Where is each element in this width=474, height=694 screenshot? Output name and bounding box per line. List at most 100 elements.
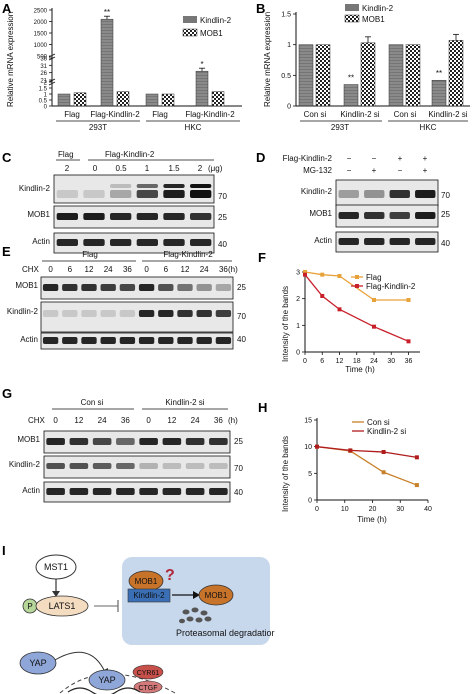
- blot-band: [209, 488, 228, 495]
- chart-a-ylabel: Relative mRNA expression: [6, 12, 15, 107]
- blot-g-marker-40: 40: [234, 488, 243, 497]
- blot-band: [136, 190, 158, 198]
- blot-band: [196, 310, 212, 317]
- chart-f-ytick: 1: [296, 323, 300, 330]
- blot-c-marker-40: 40: [218, 240, 227, 249]
- blot-band: [62, 310, 78, 317]
- blot-band: [389, 238, 410, 245]
- blot-d-marker-25: 25: [441, 210, 450, 219]
- blot-c: Flag Flag-Kindlin-2 2 0 0.5 1 1.5 2 (μg)…: [19, 150, 227, 254]
- blot-c-row-actin: Actin: [32, 237, 50, 246]
- mob1-right-label: MOB1: [205, 591, 228, 600]
- chart-h-ytick: 0: [308, 498, 312, 505]
- chart-f-point: [372, 324, 376, 329]
- blot-band: [56, 213, 78, 220]
- legend-b-kindlin2-swatch: [345, 4, 359, 11]
- blot-band: [116, 438, 135, 445]
- chart-a-group-3: Flag: [152, 110, 168, 119]
- blot-e-time: 36: [123, 265, 132, 274]
- chart-h-ytick: 5: [308, 471, 312, 478]
- blot-band: [139, 463, 158, 469]
- chart-f-ytick: 0: [296, 350, 300, 357]
- mob1-left-label: MOB1: [135, 577, 158, 586]
- panel-label-a: A: [2, 1, 12, 16]
- blot-band: [196, 337, 212, 344]
- blot-e-group-flag: Flag: [82, 250, 98, 259]
- blot-band: [81, 310, 97, 317]
- panel-label-h: H: [258, 400, 267, 415]
- blot-g-time: 24: [98, 416, 107, 425]
- blot-d: Flag-Kindlin-2 MG-132 − − + + − + − + Kindlin-2…: [283, 154, 450, 253]
- chart-h-point: [381, 470, 386, 475]
- chart-a-bar: [73, 92, 87, 107]
- blot-c-unit: (μg): [208, 164, 223, 173]
- blot-band: [136, 213, 158, 220]
- legend-b-kindlin2: Kindlin-2: [362, 4, 394, 13]
- blot-band: [215, 310, 232, 317]
- blot-band: [158, 284, 174, 291]
- chart-h-xtick: 10: [341, 506, 349, 513]
- blot-c-dose-4: 1: [145, 164, 150, 173]
- chart-f-point: [337, 274, 342, 278]
- blot-d-membrane-2: [335, 204, 439, 228]
- chart-f-point: [406, 298, 411, 302]
- chart-a-bar: [57, 93, 71, 107]
- legend-b-mob1-swatch: [344, 14, 360, 23]
- blot-band: [209, 463, 228, 469]
- mob1-right-node: [198, 584, 234, 606]
- panel-label-b: B: [256, 1, 265, 16]
- yap-bottom-node: [88, 669, 126, 691]
- blot-e-marker-40: 40: [237, 335, 246, 344]
- panel-label-c: C: [2, 150, 12, 165]
- chart-a-bar: [161, 93, 175, 107]
- blot-c-dose-2: 0: [93, 164, 98, 173]
- blot-band: [42, 310, 59, 317]
- chart-h-point: [414, 483, 419, 488]
- blot-e-time: 0: [48, 265, 53, 274]
- blot-band: [46, 488, 65, 495]
- chart-f-xtick: 30: [387, 358, 395, 365]
- chart-a-ytick: 1500: [34, 32, 48, 38]
- blot-band: [139, 488, 158, 495]
- chart-a-ytick: 26: [40, 71, 47, 77]
- blot-band: [190, 239, 212, 246]
- blot-e-membrane-1: [40, 276, 234, 300]
- chart-b-bars: ** **: [298, 33, 464, 107]
- blot-c-marker-25: 25: [218, 213, 227, 222]
- blot-band: [185, 488, 205, 495]
- legend-a-kindlin2-swatch: [183, 16, 197, 23]
- blot-g-group-consi: Con si: [81, 398, 104, 407]
- blot-band: [116, 488, 135, 495]
- diagram-i: MST1 P LATS1 MOB1 ? Kindlin-2 MOB1 Prote…: [19, 554, 275, 694]
- blot-d-row-mob1: MOB1: [309, 209, 332, 218]
- blot-band: [185, 438, 205, 445]
- legend-f-flag: Flag: [366, 273, 382, 282]
- blot-d-sign: +: [398, 154, 403, 163]
- lats1-node: [35, 595, 89, 617]
- chart-a-cell-293t: 293T: [89, 123, 107, 132]
- blot-d-sign: +: [423, 166, 428, 175]
- blot-band: [177, 337, 193, 344]
- blot-band: [69, 488, 89, 495]
- chart-f-ytick: 2: [296, 296, 300, 303]
- chart-f: Intensity of the bands 0 6 12 18 24 30 360123 …: [281, 270, 420, 374]
- blot-c-membrane-3: [53, 232, 215, 254]
- chart-a-ytick: 31: [40, 64, 47, 70]
- blot-band: [119, 284, 136, 291]
- chart-f-xtick: 6: [320, 358, 324, 365]
- chart-b-cell-hkc: HKC: [420, 123, 437, 132]
- blot-band: [83, 190, 105, 198]
- chart-f-xtick: 12: [336, 358, 344, 365]
- blot-band: [415, 238, 436, 245]
- chart-b-bar: [431, 79, 447, 107]
- blot-band: [162, 463, 182, 469]
- blot-band: [110, 190, 132, 198]
- chart-h-ytick: 15: [304, 418, 312, 425]
- chart-f-point: [320, 272, 325, 277]
- blot-e-marker-25: 25: [237, 283, 246, 292]
- blot-band: [100, 310, 116, 317]
- blot-band: [162, 488, 182, 495]
- blot-g-row-mob1: MOB1: [17, 435, 40, 444]
